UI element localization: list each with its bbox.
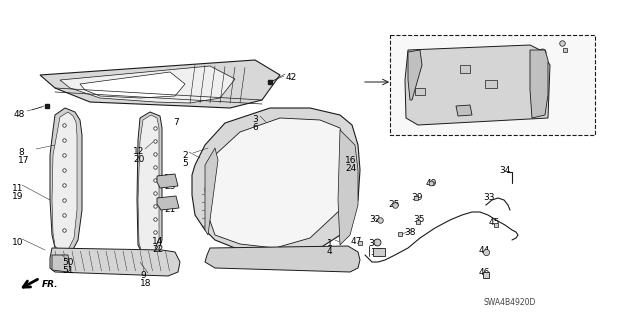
Text: 49: 49 bbox=[426, 179, 437, 188]
Text: 32: 32 bbox=[369, 215, 380, 224]
Text: 29: 29 bbox=[463, 63, 474, 72]
Text: 33: 33 bbox=[483, 193, 495, 202]
Polygon shape bbox=[52, 255, 70, 272]
Text: 37: 37 bbox=[370, 248, 381, 257]
Polygon shape bbox=[530, 50, 548, 118]
Polygon shape bbox=[338, 130, 358, 245]
Text: 35: 35 bbox=[413, 215, 424, 224]
Text: 8: 8 bbox=[18, 148, 24, 157]
Text: 34: 34 bbox=[499, 166, 510, 175]
Polygon shape bbox=[405, 45, 550, 125]
Text: 20: 20 bbox=[133, 155, 145, 164]
Text: 42: 42 bbox=[286, 73, 297, 82]
Polygon shape bbox=[50, 108, 82, 255]
Text: 26: 26 bbox=[390, 77, 401, 86]
Text: 9: 9 bbox=[140, 271, 146, 280]
Text: 23: 23 bbox=[164, 182, 175, 191]
Text: 45: 45 bbox=[489, 218, 500, 227]
Polygon shape bbox=[205, 148, 218, 235]
Text: 17: 17 bbox=[18, 156, 29, 165]
Polygon shape bbox=[60, 66, 235, 103]
Text: 10: 10 bbox=[12, 238, 24, 247]
Text: 4: 4 bbox=[327, 247, 333, 256]
Text: 1: 1 bbox=[327, 239, 333, 248]
Text: 27: 27 bbox=[424, 52, 435, 61]
Text: SWA4B4920D: SWA4B4920D bbox=[484, 298, 536, 307]
Text: 39: 39 bbox=[411, 193, 422, 202]
Text: 21: 21 bbox=[164, 205, 175, 214]
Bar bbox=[485, 80, 497, 88]
Text: 16: 16 bbox=[345, 156, 356, 165]
Text: 24: 24 bbox=[345, 164, 356, 173]
Text: 22: 22 bbox=[152, 245, 163, 254]
Polygon shape bbox=[205, 246, 360, 272]
Text: FR.: FR. bbox=[42, 280, 58, 289]
Text: 41: 41 bbox=[535, 65, 547, 74]
Polygon shape bbox=[205, 118, 345, 248]
Polygon shape bbox=[50, 248, 180, 276]
Text: 11: 11 bbox=[12, 184, 24, 193]
Text: 25: 25 bbox=[388, 200, 399, 209]
Text: 43: 43 bbox=[555, 36, 566, 45]
Text: 47: 47 bbox=[351, 237, 362, 246]
Bar bbox=[390, 35, 595, 135]
Polygon shape bbox=[157, 174, 178, 188]
Polygon shape bbox=[40, 60, 280, 108]
Text: 30: 30 bbox=[512, 81, 524, 90]
Text: 5: 5 bbox=[182, 159, 188, 168]
Polygon shape bbox=[456, 105, 472, 116]
Text: 36: 36 bbox=[368, 239, 380, 248]
Text: 46: 46 bbox=[479, 268, 490, 277]
Polygon shape bbox=[192, 108, 360, 256]
Text: 51: 51 bbox=[62, 266, 74, 275]
Text: 44: 44 bbox=[479, 246, 490, 255]
Text: 50: 50 bbox=[62, 258, 74, 267]
Text: 12: 12 bbox=[133, 147, 145, 156]
Text: 29: 29 bbox=[490, 76, 501, 85]
Text: 18: 18 bbox=[140, 279, 152, 288]
Text: 19: 19 bbox=[12, 192, 24, 201]
Bar bbox=[373, 248, 385, 256]
Text: 28: 28 bbox=[424, 87, 435, 96]
Polygon shape bbox=[80, 72, 185, 98]
Polygon shape bbox=[52, 112, 77, 252]
Text: 14: 14 bbox=[152, 237, 163, 246]
Bar bbox=[460, 65, 470, 73]
Text: 13: 13 bbox=[164, 197, 175, 206]
Text: 7: 7 bbox=[173, 118, 179, 127]
Text: 3: 3 bbox=[252, 115, 258, 124]
Polygon shape bbox=[157, 196, 179, 210]
Bar bbox=[415, 88, 425, 95]
Text: 2: 2 bbox=[182, 151, 188, 160]
Polygon shape bbox=[138, 115, 159, 254]
Text: 48: 48 bbox=[14, 110, 26, 119]
Polygon shape bbox=[137, 112, 162, 256]
Text: 15: 15 bbox=[164, 174, 175, 183]
Text: 40: 40 bbox=[535, 46, 547, 55]
Text: 31: 31 bbox=[450, 105, 461, 114]
Text: 6: 6 bbox=[252, 123, 258, 132]
Text: 38: 38 bbox=[404, 228, 415, 237]
Polygon shape bbox=[408, 50, 422, 100]
